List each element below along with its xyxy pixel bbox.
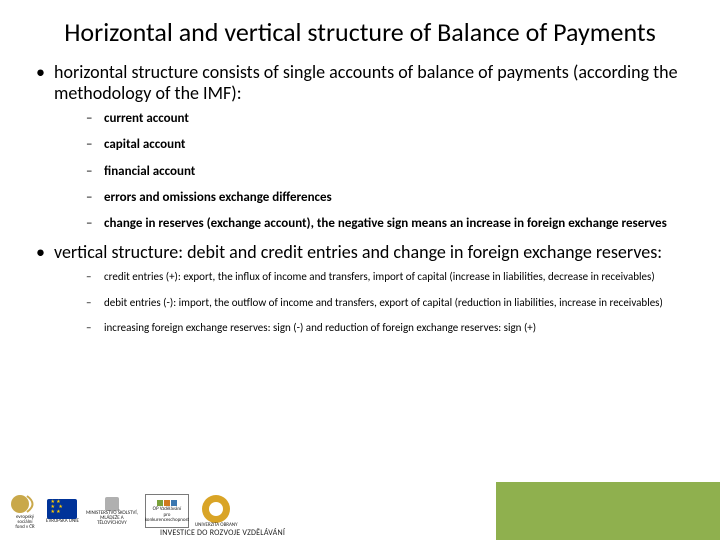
- sub-list-2: credit entries (+): export, the influx o…: [54, 270, 690, 335]
- sub2-credit-entries: credit entries (+): export, the influx o…: [82, 270, 690, 284]
- sub-list-1: current account capital account financia…: [54, 111, 690, 232]
- eu-text: EVROPSKÁ UNIE: [46, 519, 79, 524]
- sub1-change-reserves: change in reserves (exchange account), t…: [82, 216, 690, 232]
- green-block: [496, 482, 720, 540]
- esf-logo: evropský sociální fond v ČR: [10, 488, 40, 534]
- top-list: horizontal structure consists of single …: [30, 62, 690, 335]
- sub2-reserves-sign: increasing foreign exchange reserves: si…: [82, 321, 690, 335]
- sub1-current-account: current account: [82, 111, 690, 127]
- sub1-financial-account: financial account: [82, 164, 690, 180]
- eu-logo: EVROPSKÁ UNIE: [46, 488, 79, 534]
- uni-text: UNIVERZITA OBRANY: [195, 523, 238, 528]
- bullet-horizontal: horizontal structure consists of single …: [30, 62, 690, 232]
- lion-icon: [105, 497, 119, 511]
- op-logo: OP Vzdělávání pro konkurenceschopnost: [145, 494, 189, 528]
- uni-seal-icon: [202, 495, 230, 523]
- eu-flag-icon: [47, 499, 77, 519]
- esf-icon: [10, 493, 40, 515]
- op-squares-icon: [157, 500, 177, 506]
- ministry-logo: MINISTERSTVO ŠKOLSTVÍ, MLÁDEŽE A TĚLOVÝC…: [85, 496, 139, 526]
- esf-text3: fond v ČR: [15, 525, 34, 530]
- footer-caption: INVESTICE DO ROZVOJE VZDĚLÁVÁNÍ: [160, 528, 285, 538]
- bullet-horizontal-text: horizontal structure consists of single …: [54, 61, 678, 105]
- slide-title: Horizontal and vertical structure of Bal…: [30, 18, 690, 48]
- bullet-vertical: vertical structure: debit and credit ent…: [30, 242, 690, 335]
- op-text1: OP Vzdělávání: [153, 507, 181, 512]
- bullet-vertical-text: vertical structure: debit and credit ent…: [54, 241, 662, 263]
- op-text2: pro konkurenceschopnost: [145, 513, 189, 523]
- sub1-capital-account: capital account: [82, 137, 690, 153]
- sub2-debit-entries: debit entries (-): import, the outflow o…: [82, 296, 690, 310]
- sub1-errors-omissions: errors and omissions exchange difference…: [82, 190, 690, 206]
- footer-bar: evropský sociální fond v ČR EVROPSKÁ UNI…: [0, 482, 720, 540]
- ministry-text2: MLÁDEŽE A TĚLOVÝCHOVY: [85, 516, 139, 526]
